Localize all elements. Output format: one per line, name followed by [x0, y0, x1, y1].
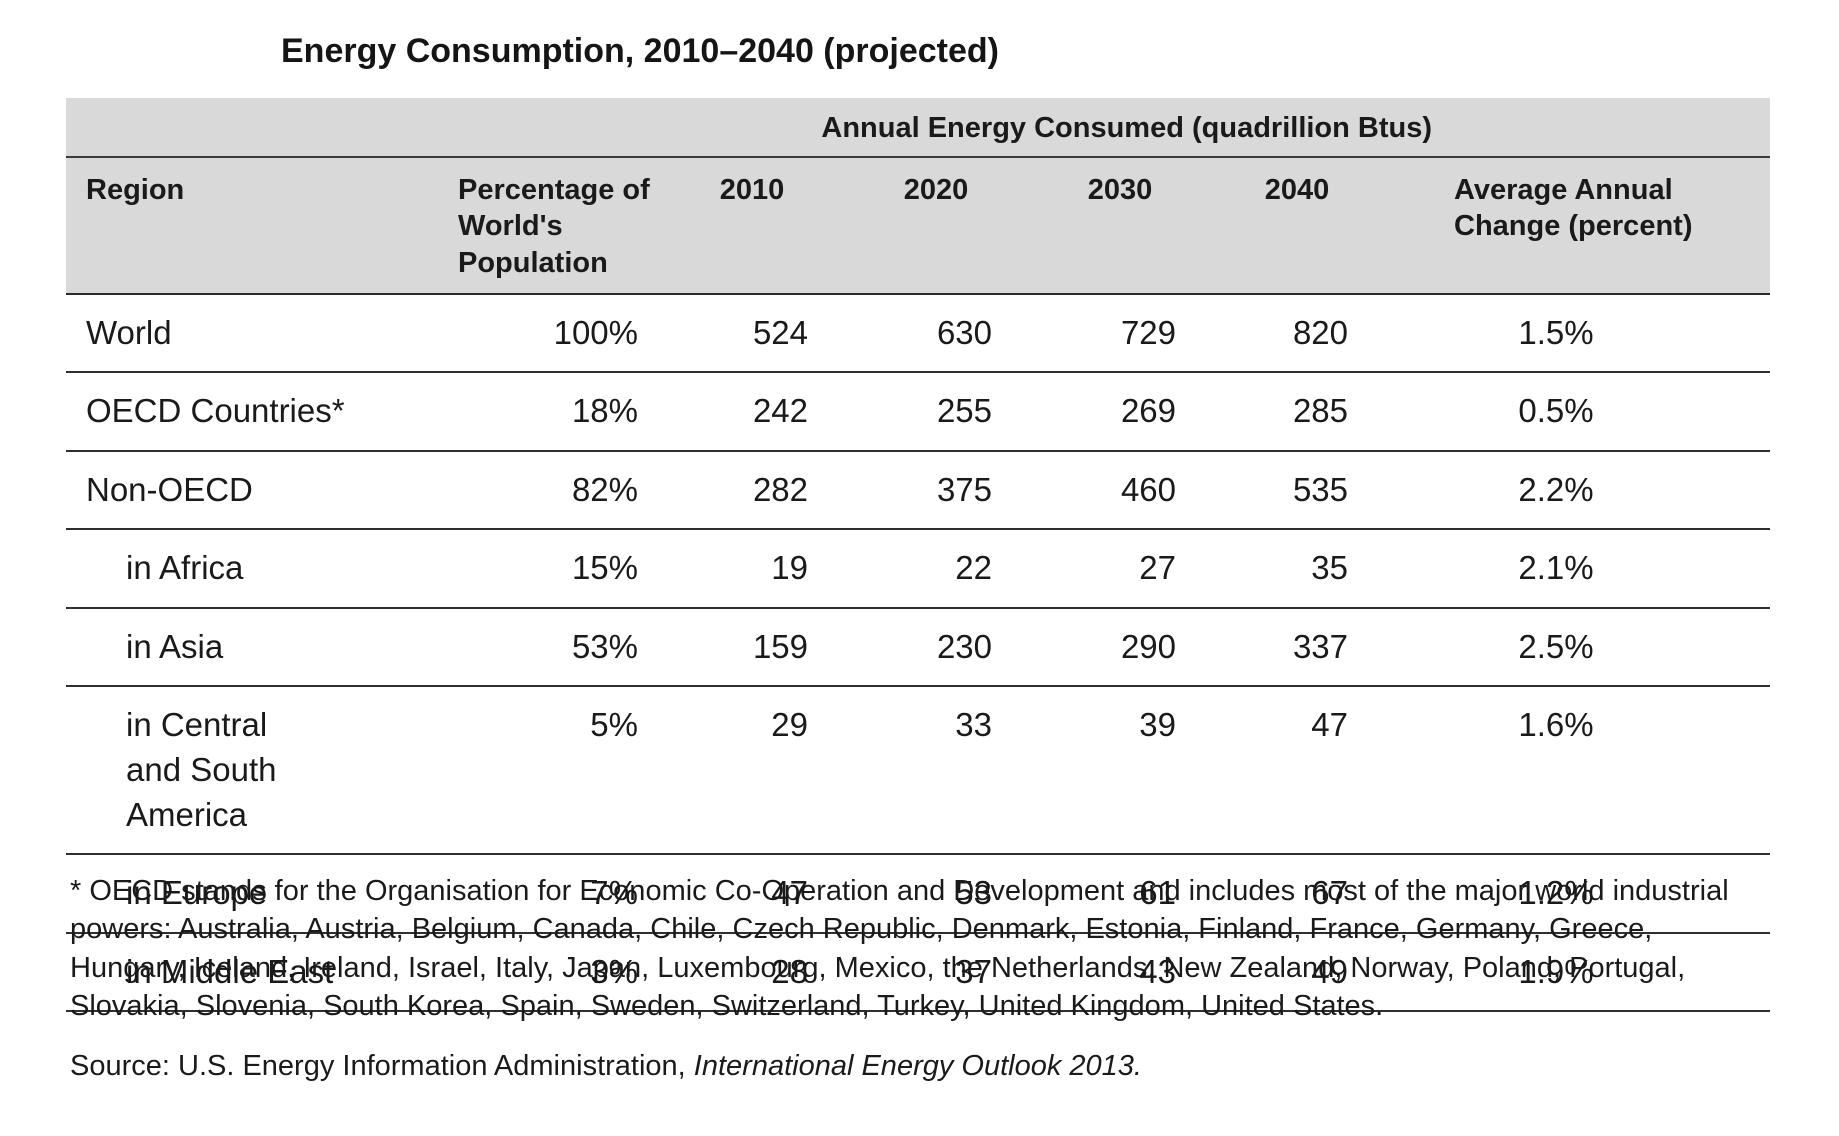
- column-header-2030: 2030: [1028, 157, 1212, 295]
- cell-2030: 290: [1028, 607, 1212, 688]
- cell-2020: 630: [844, 293, 1028, 374]
- cell-average-change: 1.9%: [1382, 932, 1771, 1013]
- table-group-header-row: Annual Energy Consumed (quadrillion Btus…: [66, 98, 1771, 158]
- column-header-2040: 2040: [1212, 157, 1382, 295]
- cell-2010: 524: [660, 293, 844, 374]
- group-header-cell: Annual Energy Consumed (quadrillion Btus…: [66, 98, 1771, 158]
- cell-region: in Europe: [66, 854, 378, 934]
- cell-2040: 285: [1212, 372, 1382, 452]
- cell-population: 3%: [378, 932, 660, 1013]
- cell-2040: 535: [1212, 450, 1382, 531]
- cell-2030: 39: [1028, 686, 1212, 856]
- cell-population: 18%: [378, 372, 660, 452]
- cell-2020: 22: [844, 529, 1028, 609]
- energy-table-container: Annual Energy Consumed (quadrillion Btus…: [66, 98, 1771, 1013]
- table-column-header-row: Region Percentage of World's Population …: [66, 157, 1771, 295]
- cell-average-change: 1.5%: [1382, 293, 1771, 374]
- column-header-average-change: Average Annual Change (percent): [1382, 157, 1771, 295]
- cell-2020: 33: [844, 686, 1028, 856]
- cell-region: Non-OECD: [66, 450, 378, 531]
- cell-population: 15%: [378, 529, 660, 609]
- table-row: Non-OECD 82% 282 375 460 535 2.2%: [66, 450, 1771, 531]
- cell-2020: 375: [844, 450, 1028, 531]
- cell-average-change: 1.6%: [1382, 686, 1771, 856]
- cell-2010: 47: [660, 854, 844, 934]
- table-row: World 100% 524 630 729 820 1.5%: [66, 293, 1771, 374]
- cell-average-change: 1.2%: [1382, 854, 1771, 934]
- cell-2040: 820: [1212, 293, 1382, 374]
- cell-population: 82%: [378, 450, 660, 531]
- table-row: in Central and South America 5% 29 33 39…: [66, 686, 1771, 856]
- cell-population: 100%: [378, 293, 660, 374]
- cell-2030: 460: [1028, 450, 1212, 531]
- cell-2030: 269: [1028, 372, 1212, 452]
- cell-2040: 35: [1212, 529, 1382, 609]
- cell-average-change: 2.5%: [1382, 607, 1771, 688]
- cell-2040: 47: [1212, 686, 1382, 856]
- column-header-region: Region: [66, 157, 378, 295]
- column-header-2010: 2010: [660, 157, 844, 295]
- cell-2040: 337: [1212, 607, 1382, 688]
- cell-2030: 43: [1028, 932, 1212, 1013]
- cell-2010: 242: [660, 372, 844, 452]
- cell-average-change: 0.5%: [1382, 372, 1771, 452]
- table-title: Energy Consumption, 2010–2040 (projected…: [281, 32, 999, 70]
- cell-2030: 729: [1028, 293, 1212, 374]
- cell-2010: 282: [660, 450, 844, 531]
- table-row: in Europe 7% 47 53 61 67 1.2%: [66, 854, 1771, 934]
- cell-region: in Africa: [66, 529, 378, 609]
- cell-region: in Central and South America: [66, 686, 378, 856]
- cell-population: 53%: [378, 607, 660, 688]
- cell-population: 5%: [378, 686, 660, 856]
- table-row: OECD Countries* 18% 242 255 269 285 0.5%: [66, 372, 1771, 452]
- source-publication: International Energy Outlook 2013.: [693, 1050, 1142, 1082]
- cell-2010: 159: [660, 607, 844, 688]
- column-header-2020: 2020: [844, 157, 1028, 295]
- source-prefix: Source: U.S. Energy Information Administ…: [70, 1050, 686, 1082]
- cell-2010: 19: [660, 529, 844, 609]
- cell-average-change: 2.2%: [1382, 450, 1771, 531]
- source-citation: Source: U.S. Energy Information Administ…: [70, 1050, 1770, 1083]
- cell-average-change: 2.1%: [1382, 529, 1771, 609]
- oecd-footnote: * OECD stands for the Organisation for E…: [70, 875, 1729, 1022]
- table-row: in Africa 15% 19 22 27 35 2.1%: [66, 529, 1771, 609]
- column-header-population: Percentage of World's Population: [378, 157, 660, 295]
- cell-2020: 230: [844, 607, 1028, 688]
- cell-2040: 67: [1212, 854, 1382, 934]
- table-row: in Middle East 3% 28 37 43 49 1.9%: [66, 932, 1771, 1013]
- cell-region: in Middle East: [66, 932, 378, 1013]
- group-header-label: Annual Energy Consumed (quadrillion Btus…: [821, 111, 1433, 144]
- cell-2010: 29: [660, 686, 844, 856]
- cell-region: in Asia: [66, 607, 378, 688]
- table-row: in Asia 53% 159 230 290 337 2.5%: [66, 607, 1771, 688]
- cell-2010: 28: [660, 932, 844, 1013]
- cell-2030: 61: [1028, 854, 1212, 934]
- cell-2020: 37: [844, 932, 1028, 1013]
- cell-region: OECD Countries*: [66, 372, 378, 452]
- energy-consumption-table: Annual Energy Consumed (quadrillion Btus…: [66, 98, 1771, 1013]
- cell-population: 7%: [378, 854, 660, 934]
- cell-2020: 53: [844, 854, 1028, 934]
- cell-2040: 49: [1212, 932, 1382, 1013]
- cell-2030: 27: [1028, 529, 1212, 609]
- cell-region: World: [66, 293, 378, 374]
- cell-2020: 255: [844, 372, 1028, 452]
